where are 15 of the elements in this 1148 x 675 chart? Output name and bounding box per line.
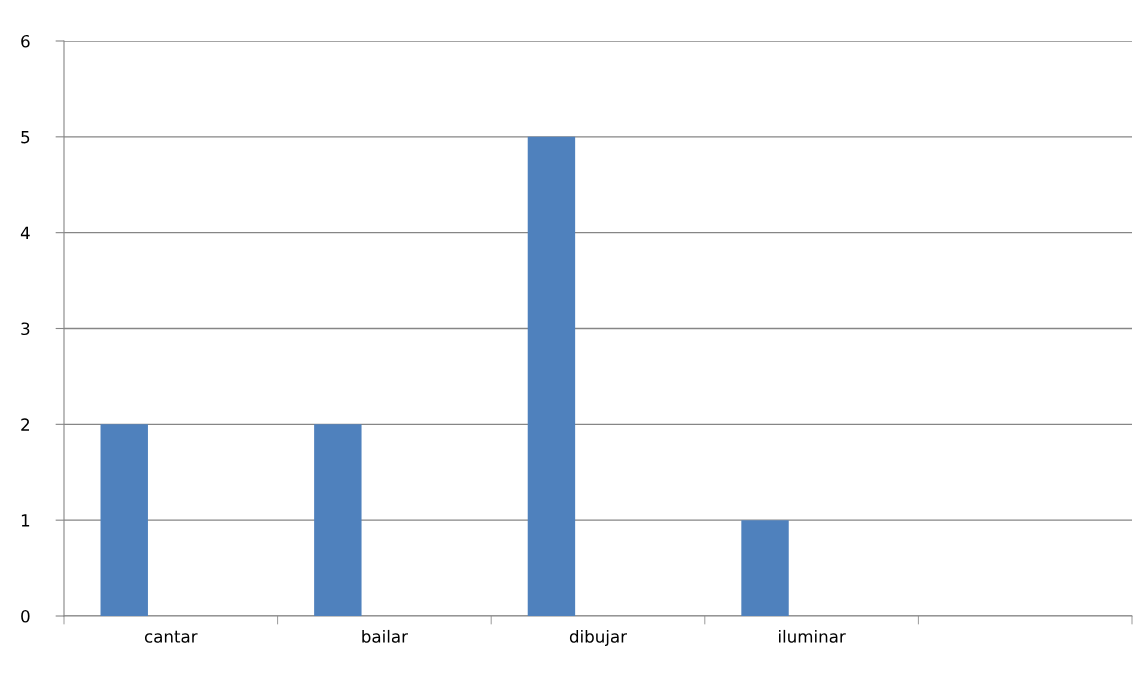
x-tick-label: cantar — [144, 630, 198, 643]
y-tick-label: 3 — [21, 322, 30, 336]
x-tick-label: dibujar — [569, 629, 628, 647]
x-tick-label: iluminar — [779, 629, 846, 643]
y-tick-label: 6 — [21, 34, 30, 48]
bar — [100, 424, 148, 616]
bar — [314, 424, 362, 616]
bar — [741, 520, 789, 616]
y-tick-label: 4 — [20, 226, 30, 239]
y-tick-label: 1 — [21, 514, 30, 527]
y-tick-label: 2 — [21, 418, 29, 431]
y-tick-label: 0 — [21, 609, 30, 623]
bar — [527, 136, 576, 616]
y-tick-label: 5 — [21, 131, 30, 144]
x-tick-label: bailar — [362, 629, 408, 643]
